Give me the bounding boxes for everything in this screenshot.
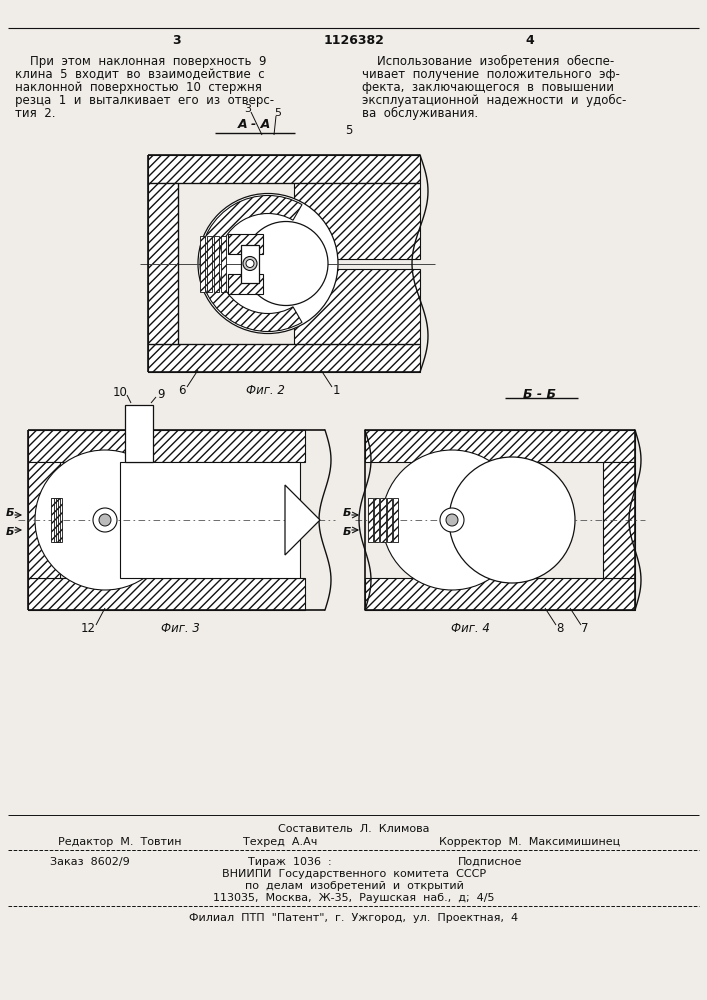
Text: чивает  получение  положительного  эф-: чивает получение положительного эф- [362,68,620,81]
Polygon shape [148,344,420,372]
Circle shape [382,450,522,590]
Text: А - А: А - А [238,118,271,131]
Text: тия  2.: тия 2. [15,107,56,120]
Polygon shape [59,498,62,542]
Polygon shape [387,498,392,542]
Polygon shape [285,485,320,555]
Text: по  делам  изобретений  и  открытий: по делам изобретений и открытий [245,881,463,891]
Text: Тираж  1036  :: Тираж 1036 : [248,857,332,867]
Circle shape [198,194,338,334]
Text: 3: 3 [173,33,181,46]
Polygon shape [368,498,373,542]
Text: фекта,  заключающегося  в  повышении: фекта, заключающегося в повышении [362,81,614,94]
Text: 1: 1 [332,383,340,396]
Polygon shape [55,498,58,542]
Text: При  этом  наклонная  поверхность  9: При этом наклонная поверхность 9 [15,55,267,68]
Polygon shape [603,462,635,578]
Text: Редактор  М.  Товтин: Редактор М. Товтин [58,837,182,847]
Text: Корректор  М.  Максимишинец: Корректор М. Максимишинец [440,837,621,847]
Circle shape [440,508,464,532]
Polygon shape [214,235,219,292]
Wedge shape [200,196,302,332]
Polygon shape [228,273,263,294]
Polygon shape [57,498,60,542]
Text: 8: 8 [556,621,563,635]
Text: 7: 7 [581,621,589,635]
Text: Б: Б [343,527,351,537]
Polygon shape [221,235,226,292]
Text: 6: 6 [178,383,186,396]
Text: 1126382: 1126382 [324,33,385,46]
Polygon shape [53,498,56,542]
Polygon shape [28,462,60,578]
Text: Заказ  8602/9: Заказ 8602/9 [50,857,130,867]
Polygon shape [125,405,153,462]
Text: клина  5  входит  во  взаимодействие  с: клина 5 входит во взаимодействие с [15,68,264,81]
Circle shape [99,514,111,526]
Polygon shape [294,268,420,344]
Text: Фиг. 4: Фиг. 4 [450,621,489,635]
Text: Б - Б: Б - Б [523,388,556,401]
Circle shape [243,256,257,270]
Polygon shape [51,498,54,542]
Text: резца  1  и  выталкивает  его  из  отверс-: резца 1 и выталкивает его из отверс- [15,94,274,107]
Polygon shape [380,498,385,542]
Polygon shape [294,183,420,258]
Circle shape [35,450,175,590]
Polygon shape [365,578,635,610]
Text: Составитель  Л.  Климова: Составитель Л. Климова [279,824,430,834]
Text: Техред  А.Ач: Техред А.Ач [243,837,317,847]
Polygon shape [148,155,420,183]
Polygon shape [207,235,212,292]
Text: 3: 3 [245,104,252,114]
Polygon shape [374,498,380,542]
Polygon shape [120,462,300,578]
Circle shape [446,514,458,526]
Text: Подписное: Подписное [458,857,522,867]
Polygon shape [28,578,305,610]
Text: 5: 5 [345,123,353,136]
Polygon shape [228,233,263,253]
Text: Б: Б [343,508,351,518]
Text: 5: 5 [274,108,281,118]
Text: Филиал  ПТП  "Патент",  г.  Ужгород,  ул.  Проектная,  4: Филиал ПТП "Патент", г. Ужгород, ул. Про… [189,913,518,923]
Text: 4: 4 [525,33,534,46]
Polygon shape [393,498,398,542]
Text: ва  обслуживания.: ва обслуживания. [362,107,478,120]
Text: Б: Б [6,508,14,518]
Circle shape [244,222,328,306]
Text: 113035,  Москва,  Ж-35,  Раушская  наб.,  д;  4/5: 113035, Москва, Ж-35, Раушская наб., д; … [214,893,495,903]
Polygon shape [241,244,259,282]
Circle shape [449,457,575,583]
Text: ВНИИПИ  Государственного  комитета  СССР: ВНИИПИ Государственного комитета СССР [222,869,486,879]
Text: наклонной  поверхностью  10  стержня: наклонной поверхностью 10 стержня [15,81,262,94]
Text: 12: 12 [81,621,95,635]
Circle shape [246,259,254,267]
Circle shape [93,508,117,532]
Text: эксплуатационной  надежности  и  удобс-: эксплуатационной надежности и удобс- [362,94,626,107]
Text: Использование  изобретения  обеспе-: Использование изобретения обеспе- [362,55,614,68]
Text: Фиг. 2: Фиг. 2 [245,383,284,396]
Polygon shape [148,183,178,344]
Text: Б: Б [6,527,14,537]
Polygon shape [365,430,635,462]
Text: Фиг. 3: Фиг. 3 [160,621,199,635]
Polygon shape [200,235,205,292]
Text: 10: 10 [112,386,127,399]
Polygon shape [28,430,305,462]
Text: 9: 9 [157,388,165,401]
